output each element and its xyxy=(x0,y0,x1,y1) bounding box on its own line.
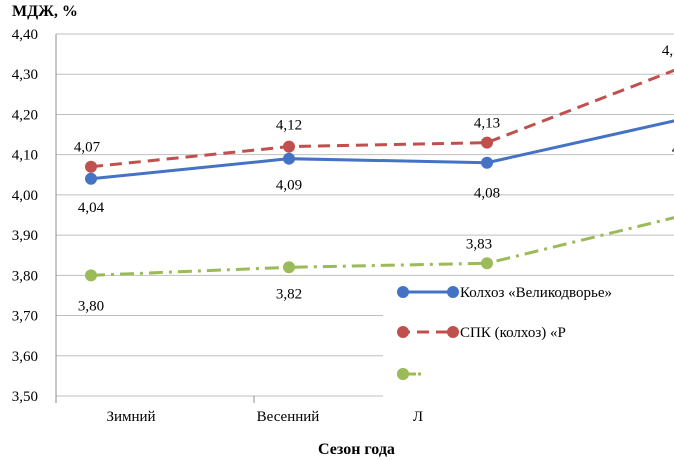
data-label: 4,13 xyxy=(474,116,500,132)
y-tick-label: 3,50 xyxy=(12,389,38,405)
legend: Колхоз «Великодворье» СПК (колхоз) «Р xyxy=(383,276,674,406)
data-point xyxy=(481,257,493,270)
y-tick-label: 3,60 xyxy=(12,349,38,365)
y-tick-label: 4,10 xyxy=(12,148,38,164)
data-label: 4,32 xyxy=(662,43,674,59)
legend-label: Колхоз «Великодворье» xyxy=(460,285,612,301)
data-point xyxy=(481,156,493,169)
legend-label: СПК (колхоз) «Р xyxy=(460,325,566,341)
y-tick-label: 4,00 xyxy=(12,188,38,204)
data-label: 4,04 xyxy=(78,200,105,216)
data-label: 4,19 xyxy=(672,141,674,157)
y-tick-label: 3,80 xyxy=(12,268,38,284)
data-point xyxy=(85,172,97,185)
x-tick-label: Весенний xyxy=(257,409,320,425)
legend-marker xyxy=(397,286,409,298)
y-tick-labels: 3,50 3,60 3,70 3,80 3,90 4,00 4,10 4,20 4,30 4,40 xyxy=(12,27,38,405)
legend-marker xyxy=(397,326,409,338)
data-label: 3,83 xyxy=(466,236,492,252)
y-tick-label: 3,70 xyxy=(12,309,38,325)
data-label: 4,09 xyxy=(276,178,302,194)
data-label: 3,80 xyxy=(78,298,104,314)
series-line xyxy=(90,216,674,277)
data-point xyxy=(283,140,295,153)
x-tick-labels: Зимний Весенний Л xyxy=(106,409,423,425)
data-label: 4,12 xyxy=(276,118,302,134)
series-lines xyxy=(85,68,674,282)
data-point xyxy=(481,136,493,149)
legend-mask xyxy=(425,342,674,406)
gridlines xyxy=(55,33,674,403)
data-labels: 4,04 4,09 4,08 4,19 4,07 4,12 4,13 4,32 3,80 3,82… xyxy=(74,43,674,314)
data-point xyxy=(85,160,97,173)
legend-marker xyxy=(397,368,409,380)
data-point xyxy=(283,152,295,165)
x-axis-title: Сезон года xyxy=(318,441,395,458)
x-tick-label: Зимний xyxy=(106,409,155,425)
y-axis-title: МДЖ, % xyxy=(12,3,78,20)
series-line xyxy=(90,119,674,181)
data-label: 3,82 xyxy=(276,286,302,302)
y-tick-label: 4,40 xyxy=(12,27,38,43)
data-label: 4,07 xyxy=(74,140,101,156)
data-label: 4,08 xyxy=(474,186,500,202)
legend-marker xyxy=(447,286,459,298)
y-tick-label: 3,90 xyxy=(12,228,38,244)
data-point xyxy=(283,261,295,274)
x-tick-label: Л xyxy=(413,409,423,425)
series-line xyxy=(90,68,674,169)
y-tick-label: 4,30 xyxy=(12,67,38,83)
data-point xyxy=(85,269,97,282)
y-tick-label: 4,20 xyxy=(12,107,38,123)
legend-marker xyxy=(447,326,459,338)
